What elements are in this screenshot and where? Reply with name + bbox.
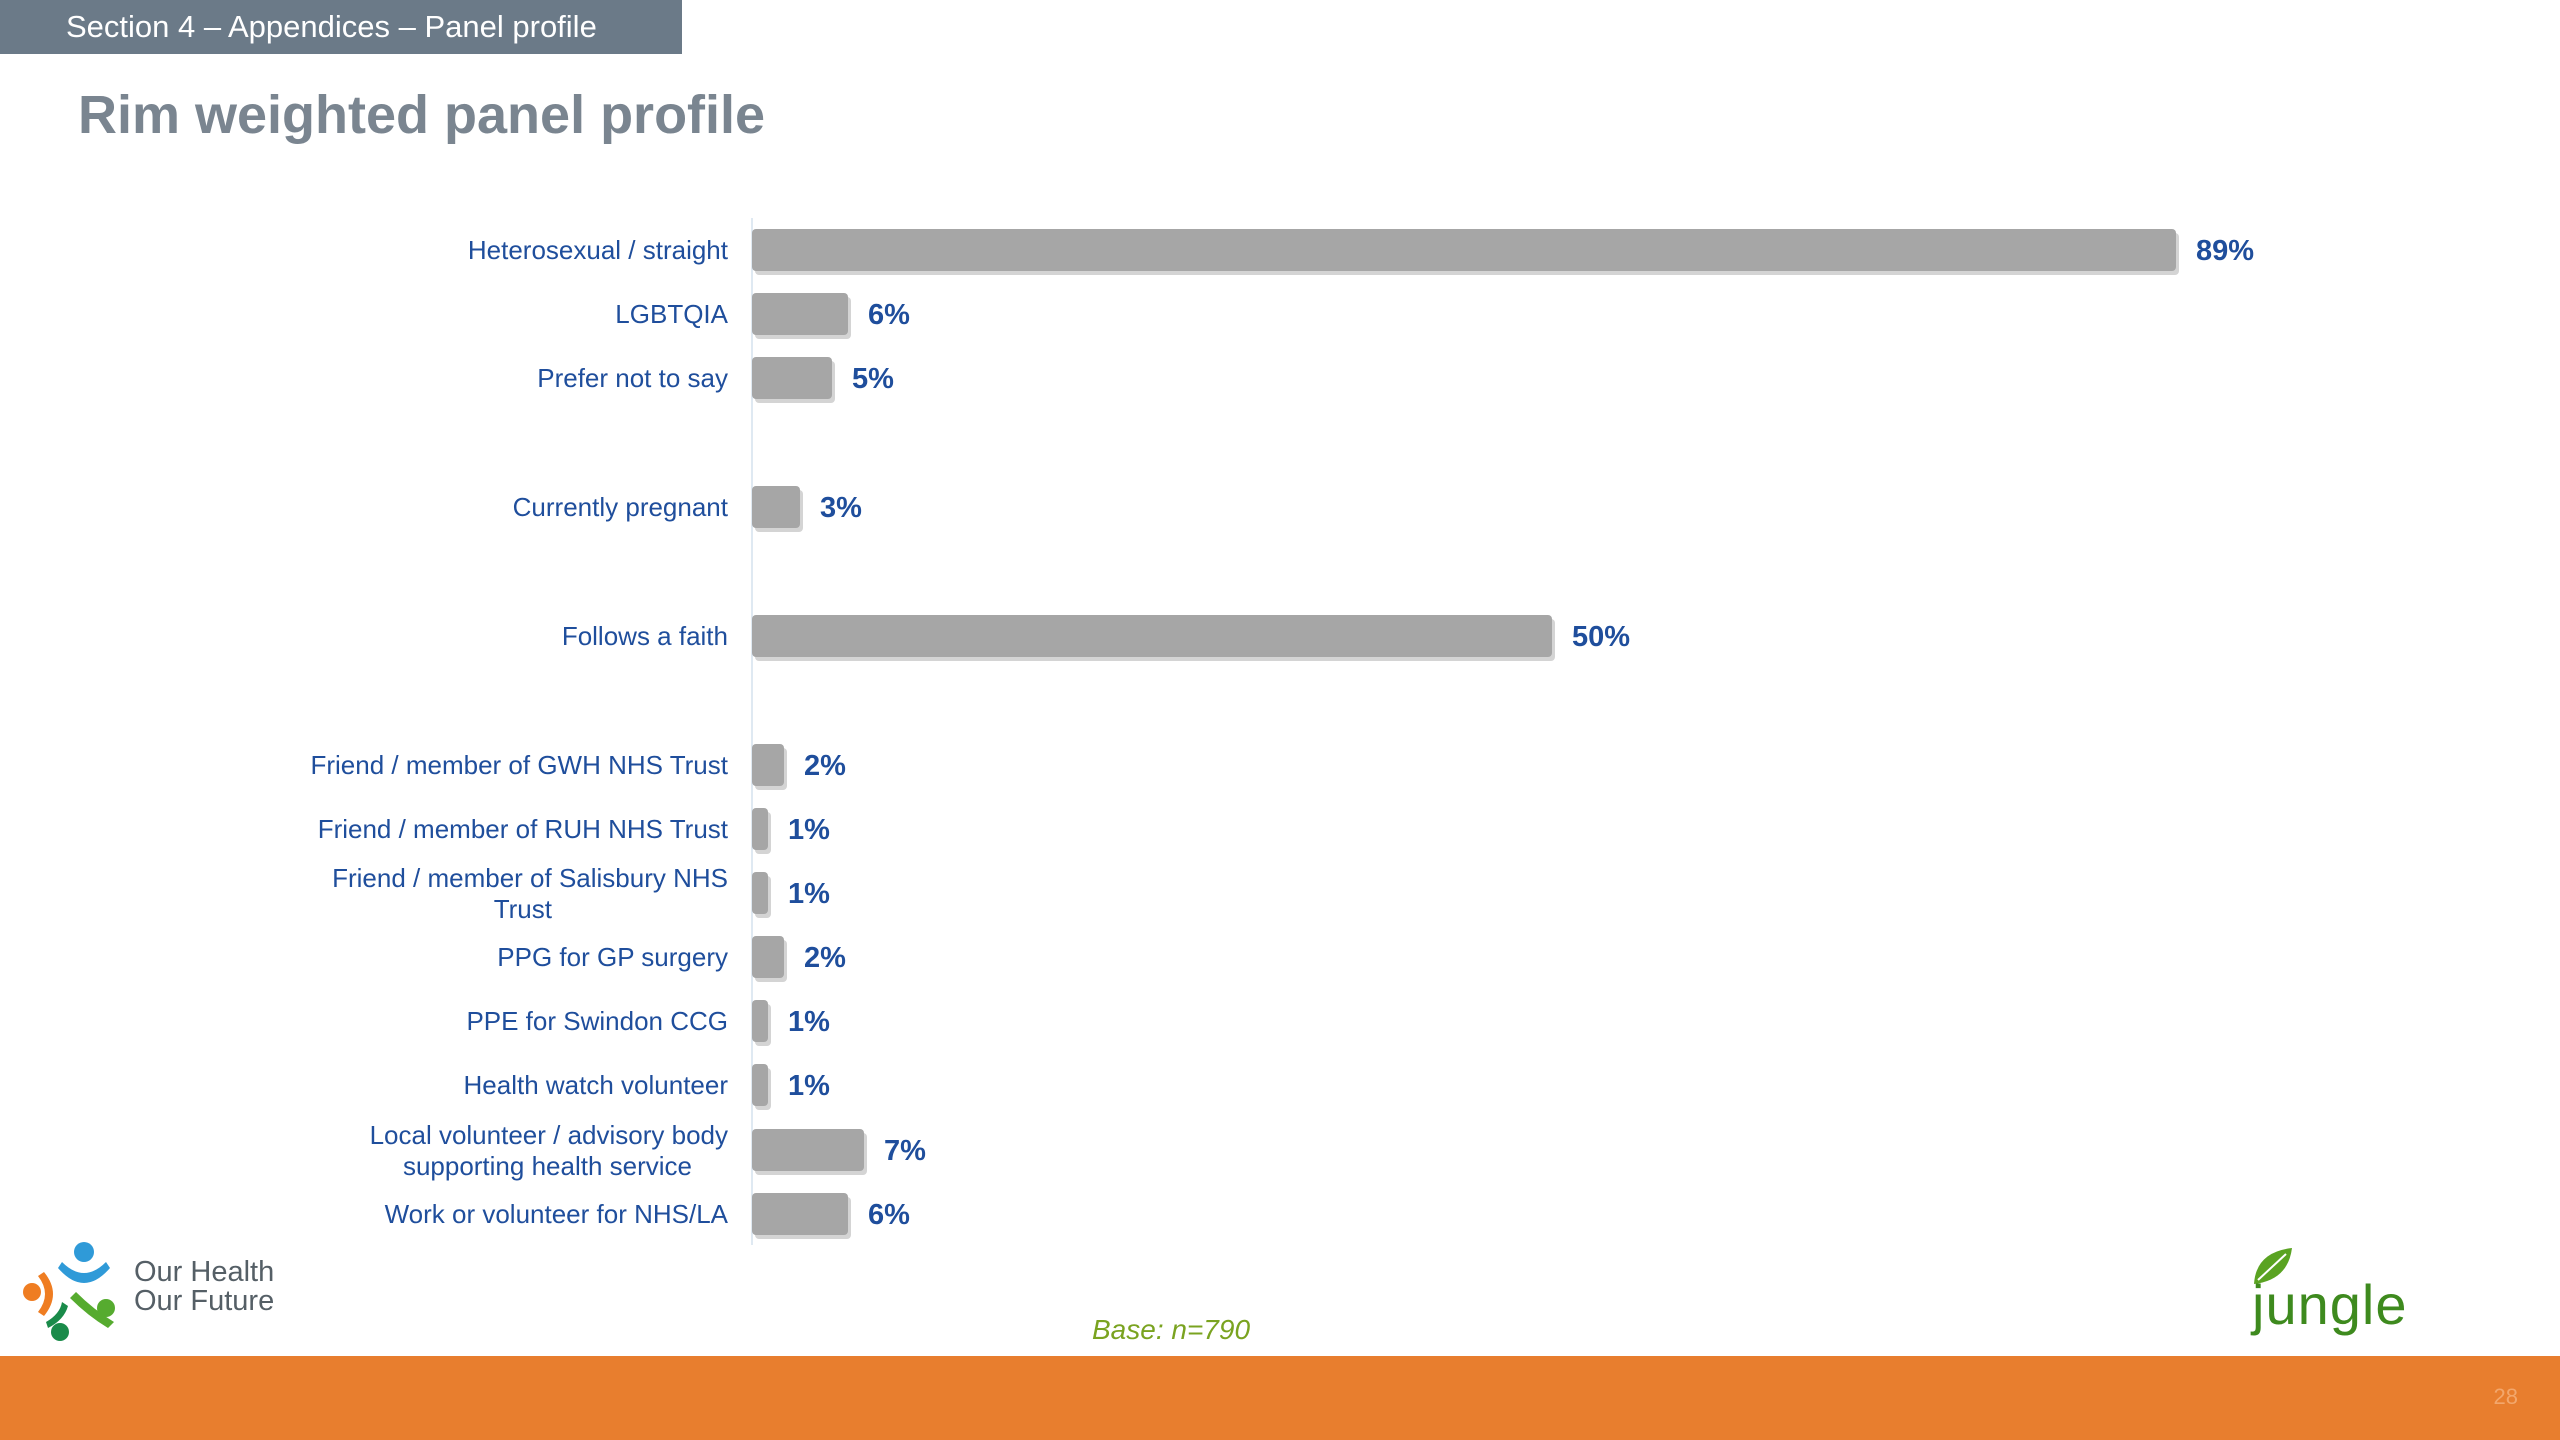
category-label: Currently pregnant <box>513 492 729 522</box>
ohof-logo-text: Our Health Our Future <box>134 1256 275 1317</box>
section-tab: Section 4 – Appendices – Panel profile <box>0 0 682 54</box>
value-label: 7% <box>884 1135 926 1167</box>
value-label: 1% <box>788 1006 830 1038</box>
value-label: 6% <box>868 1199 910 1231</box>
value-label: 2% <box>804 750 846 782</box>
bar <box>752 1000 768 1042</box>
value-label: 2% <box>804 942 846 974</box>
leaf-icon <box>2254 1248 2292 1284</box>
value-label: 1% <box>788 878 830 910</box>
category-label: Follows a faith <box>562 621 728 651</box>
category-label: Friend / member of GWH NHS Trust <box>310 750 728 780</box>
bar <box>752 357 832 399</box>
value-label: 5% <box>852 363 894 395</box>
category-label: Heterosexual / straight <box>468 235 729 265</box>
value-label: 1% <box>788 814 830 846</box>
category-label: Friend / member of Salisbury NHS Trust <box>332 863 728 924</box>
value-label: 6% <box>868 299 910 331</box>
jungle-green-logo <box>2248 1244 2538 1344</box>
category-label: Local volunteer / advisory body supportin… <box>370 1120 728 1181</box>
category-label: LGBTQIA <box>615 299 728 329</box>
bar <box>752 486 800 528</box>
value-label: 50% <box>1572 621 1630 653</box>
bar <box>752 1193 848 1235</box>
value-label: 1% <box>788 1070 830 1102</box>
category-label: PPG for GP surgery <box>497 942 728 972</box>
page-number: 28 <box>2493 1384 2518 1409</box>
footer-bar: 28 <box>0 1356 2560 1440</box>
bar <box>752 293 848 335</box>
value-label: 3% <box>820 492 862 524</box>
our-health-our-future-logo: Our Health Our Future <box>18 1236 288 1346</box>
category-label: PPE for Swindon CCG <box>466 1006 728 1036</box>
category-label: Work or volunteer for NHS/LA <box>385 1199 729 1229</box>
base-note: Base: n=790 <box>1092 1314 1251 1345</box>
bar <box>752 872 768 914</box>
bar-chart: Heterosexual / straight 89% LGBTQIA 6% Prefe… <box>310 218 2254 1245</box>
category-label: Friend / member of RUH NHS Trust <box>318 814 729 844</box>
bar <box>752 229 2176 271</box>
value-label: 89% <box>2196 235 2254 267</box>
bar <box>752 744 784 786</box>
category-label: Prefer not to say <box>537 363 728 393</box>
bar <box>752 615 1552 657</box>
bar <box>752 1129 864 1171</box>
bar <box>752 1064 768 1106</box>
bar <box>752 936 784 978</box>
people-icon <box>23 1242 115 1341</box>
bar <box>752 808 768 850</box>
page-title: Rim weighted panel profile <box>78 85 766 145</box>
category-label: Health watch volunteer <box>464 1070 729 1100</box>
section-label: Section 4 – Appendices – Panel profile <box>66 9 597 44</box>
